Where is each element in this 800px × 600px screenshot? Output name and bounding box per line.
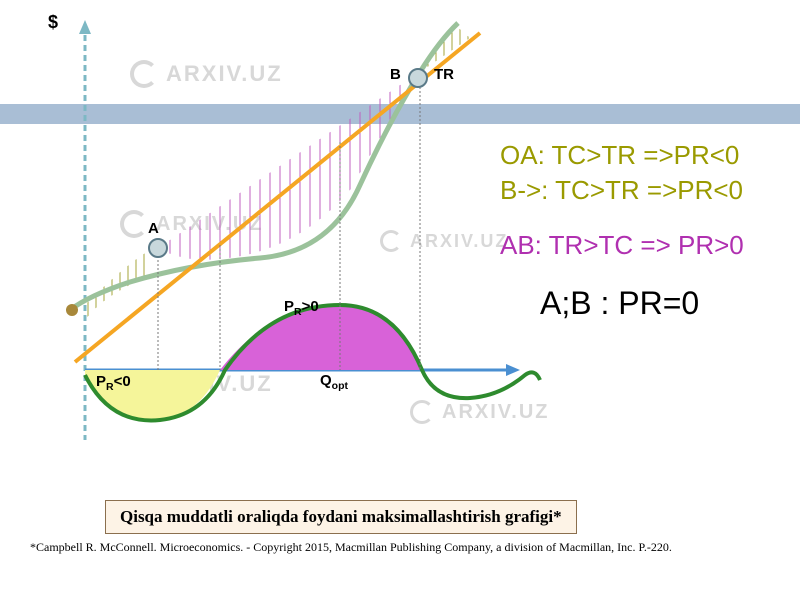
- label-qopt: Qopt: [320, 372, 348, 392]
- formula-barrow: B->: TC>TR =>PR<0: [500, 175, 743, 206]
- profit-region: [220, 305, 420, 370]
- label-a: A: [148, 220, 159, 237]
- point-a: [149, 239, 167, 257]
- label-b: B: [390, 66, 401, 83]
- formula-break: A;B : PR=0: [540, 285, 699, 322]
- formula-ab: AB: TR>TC => PR>0: [500, 230, 744, 261]
- point-b: [409, 69, 427, 87]
- origin-dot: [66, 304, 78, 316]
- label-pr-neg: PR<0: [96, 373, 131, 393]
- hatch-left: [80, 240, 144, 330]
- x-axis-arrow: [506, 364, 520, 376]
- label-tr: TR: [434, 66, 454, 83]
- caption-box: Qisqa muddatli oraliqda foydani maksimal…: [105, 500, 577, 534]
- formula-oa: OA: TC>TR =>PR<0: [500, 140, 739, 171]
- y-axis-arrow: [79, 20, 91, 34]
- label-pr-pos: PR>0: [284, 298, 319, 318]
- hatch-mid: [160, 60, 410, 280]
- citation-text: *Campbell R. McConnell. Microeconomics. …: [30, 540, 770, 555]
